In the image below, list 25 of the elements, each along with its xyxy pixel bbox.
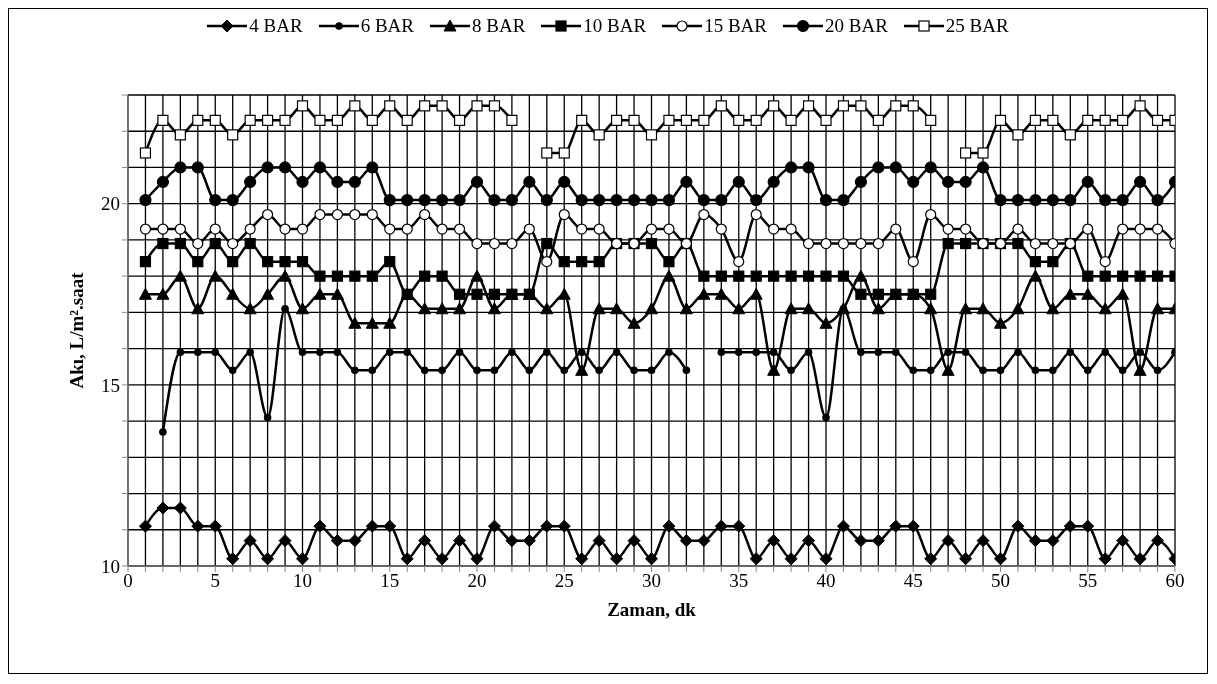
y-tick-label: 10 [101,555,120,577]
x-tick-label: 55 [1078,570,1098,592]
x-tick-label: 20 [467,570,487,592]
x-tick-label: 60 [1165,570,1185,592]
x-axis-title: Zaman, dk [607,599,697,620]
legend-label: 8 BAR [472,15,526,37]
x-tick-label: 15 [380,570,400,592]
y-tick-label: 15 [101,374,120,396]
x-tick-label: 25 [554,570,574,592]
legend-label: 20 BAR [824,15,888,37]
x-tick-label: 10 [293,570,312,592]
x-tick-label: 40 [816,570,836,592]
x-tick-label: 5 [210,570,220,592]
x-tick-label: 30 [642,570,661,592]
x-tick-label: 50 [991,570,1010,592]
x-tick-label: 45 [903,570,923,592]
legend-label: 25 BAR [945,15,1009,37]
legend-label: 4 BAR [249,15,303,37]
legend-label: 6 BAR [360,15,414,37]
x-tick-label: 0 [123,570,133,592]
y-tick-label: 20 [101,193,120,215]
x-tick-label: 35 [729,570,749,592]
legend-label: 10 BAR [583,15,647,37]
legend-label: 15 BAR [704,15,767,37]
y-axis-title: Akı, L/m².saat [65,271,87,389]
